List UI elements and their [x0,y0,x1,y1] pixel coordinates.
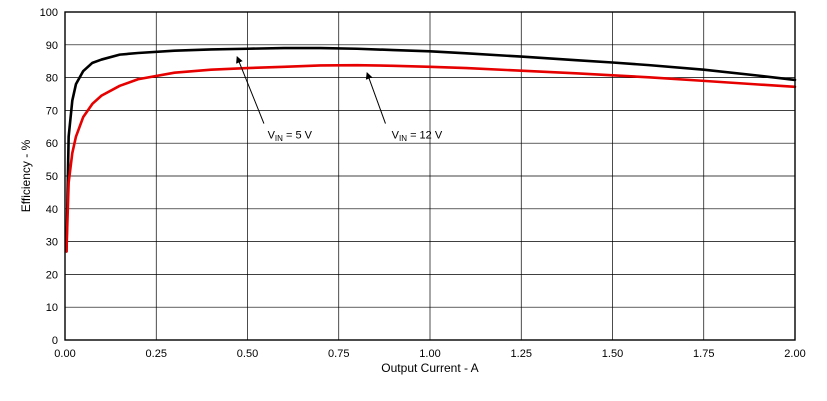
x-tick-label: 2.00 [784,348,805,360]
annotation: VIN = 5 V [236,55,313,143]
x-tick-label: 0.50 [237,348,258,360]
x-tick-label: 1.75 [693,348,714,360]
y-tick-label: 30 [46,237,58,249]
series-curve-vin-12-v [65,63,797,253]
gridlines [64,11,796,341]
y-tick-label: 0 [52,335,58,347]
annotation: VIN = 12 V [365,72,443,143]
y-tick-label: 20 [46,269,58,281]
annotation-label: VIN = 5 V [268,129,313,143]
plot-border [64,11,796,341]
x-tick-label: 0.25 [146,348,167,360]
x-axis-title: Output Current - A [381,361,478,375]
curve-annotations: VIN = 5 V VIN = 12 V [236,55,443,143]
y-tick-label: 60 [46,138,58,150]
y-tick-label: 10 [46,302,58,314]
y-tick-label: 50 [46,171,58,183]
y-tick-label: 80 [46,73,58,85]
annotation-label: VIN = 12 V [392,129,443,143]
annotation-arrow [236,55,265,124]
y-axis-title: Efficiency - % [19,139,33,212]
y-tick-label: 70 [46,105,58,117]
x-tick-label: 1.00 [419,348,440,360]
x-axis-tick-labels: 0.00 0.25 0.50 0.75 1.00 1.25 1.50 1.75 2.00 [54,348,805,360]
y-tick-label: 40 [46,204,58,216]
x-tick-label: 1.25 [511,348,532,360]
series-curves [65,46,797,253]
x-tick-label: 1.50 [602,348,623,360]
annotation-arrow [365,72,386,124]
series-curve-vin-5-v [65,46,797,253]
x-tick-label: 0.75 [328,348,349,360]
y-tick-label: 100 [40,7,58,19]
y-tick-label: 90 [46,40,58,52]
y-axis-tick-labels: 0 10 20 30 40 50 60 70 80 90 100 [40,7,58,347]
x-tick-label: 0.00 [54,348,75,360]
